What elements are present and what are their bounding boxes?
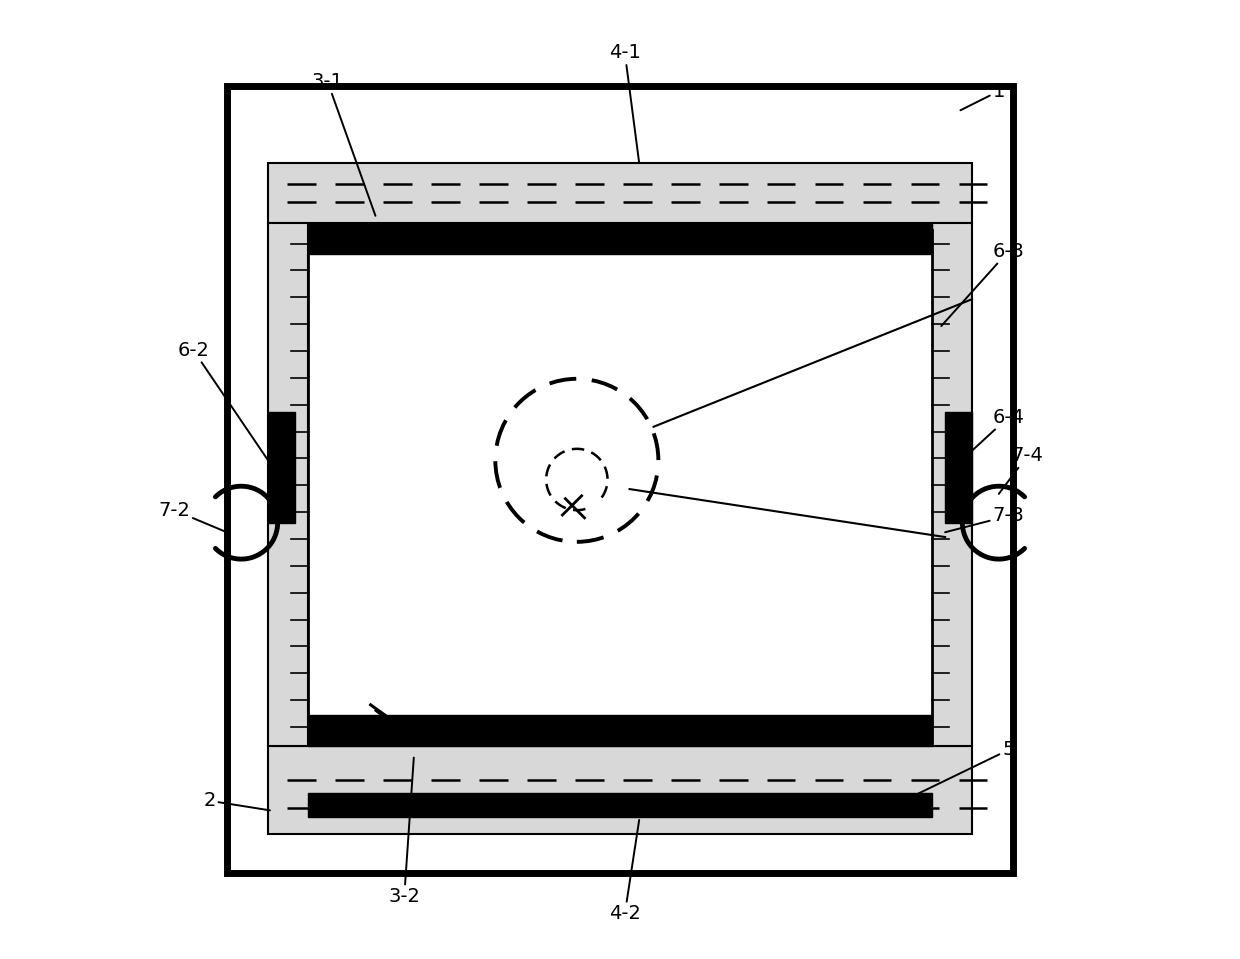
Bar — [931, 223, 972, 746]
Bar — [945, 412, 972, 523]
Bar — [268, 412, 295, 523]
Bar — [268, 223, 309, 746]
Text: 7-4: 7-4 — [998, 446, 1044, 494]
Text: 3-1: 3-1 — [311, 72, 376, 216]
Bar — [309, 715, 931, 746]
Bar — [227, 86, 1013, 873]
Text: 6-3: 6-3 — [941, 242, 1024, 326]
Text: 2: 2 — [203, 791, 270, 810]
Bar — [268, 746, 972, 834]
Bar — [309, 793, 931, 817]
Text: 6-4: 6-4 — [972, 408, 1024, 451]
Text: 7-3: 7-3 — [945, 506, 1024, 532]
Text: 4-1: 4-1 — [609, 43, 641, 163]
Bar — [309, 230, 931, 743]
Text: 1: 1 — [961, 82, 1004, 110]
Text: 4-2: 4-2 — [609, 820, 641, 924]
Text: 7-2: 7-2 — [159, 501, 227, 532]
Text: 3-2: 3-2 — [388, 758, 420, 906]
Text: 6-2: 6-2 — [177, 340, 268, 460]
Text: 5: 5 — [918, 740, 1014, 794]
Bar — [268, 163, 972, 223]
Bar — [309, 223, 931, 254]
